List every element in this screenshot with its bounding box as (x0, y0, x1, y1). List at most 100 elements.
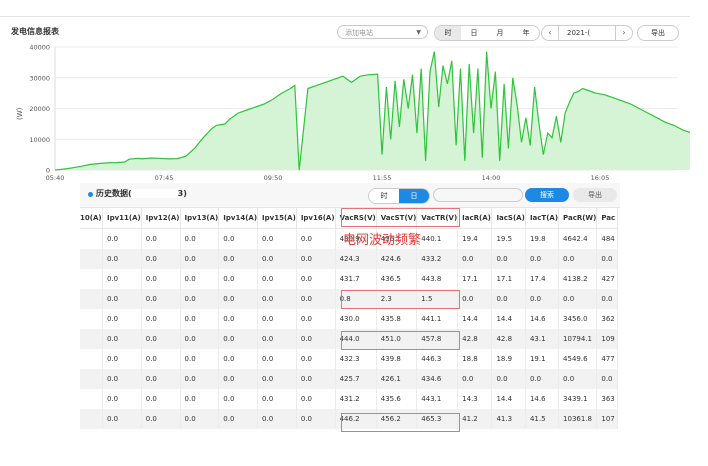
table-row[interactable]: 0.0 0.0 0.0 0.0 0.0 0.0 431.7 436.5 443.8 17.1 17.… (80, 269, 620, 289)
table-cell: 0.0 (102, 369, 142, 389)
table-cell: 0.0 (180, 309, 220, 329)
table-row[interactable]: 0.0 0.0 0.0 0.0 0.0 0.0 424.3 424.6 433.2 0.0 0.0 0… (80, 249, 620, 269)
table-cell: 0.0 (141, 269, 181, 289)
export-history-button[interactable]: 导出 (573, 188, 617, 202)
table-cell: 425.7 (335, 369, 377, 389)
period-toggle-group: 时 日 月 年 (434, 25, 540, 41)
x-tick-label: 11:55 (373, 174, 392, 182)
column-header: VacRS(V) (335, 208, 377, 229)
table-cell: 1.5 (416, 289, 459, 309)
table-cell: 0.0 (102, 329, 142, 349)
date-input[interactable]: 2021-( (558, 26, 616, 40)
table-cell: 431.7 (335, 269, 377, 289)
table-cell: 0.0 (180, 349, 220, 369)
table-cell: 0.0 (141, 349, 181, 369)
redacted-block (131, 189, 178, 198)
panel-divider (0, 16, 690, 17)
power-area-chart: (W) 40000 30000 20000 10000 0 05:40 07:45 09:5… (16, 44, 690, 182)
table-cell: 0.0 (457, 249, 493, 269)
table-row[interactable]: 0.0 0.0 0.0 0.0 0.0 0.0 0.8 2.3 1.5 0.0 0.0 0.0 0.0 0… (80, 289, 620, 309)
period-day-button[interactable]: 日 (470, 29, 478, 37)
table-cell: 0.0 (558, 249, 598, 269)
export-report-button[interactable]: 导出 (637, 25, 679, 41)
grid-fluctuation-annotation: 电网波动频繁 (343, 233, 422, 248)
table-cell: 0.0 (257, 289, 297, 309)
table-row[interactable]: 0.0 0.0 0.0 0.0 0.0 0.0 425.7 426.1 434.6 0.0 0.0 0… (80, 369, 620, 389)
y-tick-label: 10000 (29, 136, 50, 144)
table-row[interactable]: 0.0 0.0 0.0 0.0 0.0 0.0 430.9 436.1 440.1 19.4 19.… (80, 228, 620, 249)
history-search-input[interactable] (433, 188, 523, 202)
table-cell: 435.8 (376, 309, 418, 329)
table-row[interactable]: 0.0 0.0 0.0 0.0 0.0 0.0 430.0 435.8 441.1 14.4 14.… (80, 309, 620, 329)
search-button[interactable]: 搜索 (525, 188, 569, 202)
period-month-button[interactable]: 月 (496, 29, 504, 37)
table-cell: 3456.0 (558, 309, 598, 329)
x-tick-label: 05:40 (46, 174, 65, 182)
table-cell: 456.2 (376, 409, 418, 429)
chevron-right-icon[interactable]: › (622, 28, 626, 37)
x-tick-label: 09:50 (264, 174, 283, 182)
table-row[interactable]: 0.0 0.0 0.0 0.0 0.0 0.0 444.0 451.0 457.8 42.8 42.… (80, 329, 620, 349)
table-cell: 0.0 (457, 369, 493, 389)
table-cell: 0.0 (180, 269, 220, 289)
table-row[interactable]: 0.0 0.0 0.0 0.0 0.0 0.0 446.2 456.2 465.3 41.2 41.… (80, 409, 620, 429)
column-header: IacS(A) (491, 208, 526, 229)
table-cell: 0.0 (257, 309, 297, 329)
table-cell: 0.0 (218, 228, 259, 249)
table-cell: 0.0 (141, 309, 181, 329)
table-cell: 0.0 (296, 389, 336, 409)
column-header: Ipv12(A) (141, 208, 181, 229)
column-header: Ipv14(A) (218, 208, 259, 229)
table-cell: 432.3 (335, 349, 377, 369)
table-cell (80, 329, 103, 349)
column-header: VacTR(V) (416, 208, 459, 229)
table-cell: 435.6 (376, 389, 418, 409)
table-cell (80, 349, 103, 369)
table-cell: 18.8 (457, 349, 493, 369)
table-row[interactable]: 0.0 0.0 0.0 0.0 0.0 0.0 431.2 435.6 443.1 14.3 14.… (80, 389, 620, 409)
table-cell: 433.2 (416, 249, 459, 269)
table-cell (80, 289, 103, 309)
x-tick-label: 07:45 (155, 174, 174, 182)
y-axis-ticks: 40000 30000 20000 10000 0 (29, 44, 50, 175)
table-cell: 0.0 (596, 289, 618, 309)
panel-title: 发电信息报表 (11, 27, 59, 36)
column-header: Ipv11(A) (102, 208, 142, 229)
table-cell: 0.0 (296, 369, 336, 389)
table-cell: 0.0 (525, 289, 560, 309)
column-header: Pac (596, 208, 618, 229)
x-axis-ticks: 05:40 07:45 09:50 11:55 14:00 16:05 (46, 174, 610, 182)
table-cell: 427 (596, 269, 618, 289)
table-row[interactable]: 0.0 0.0 0.0 0.0 0.0 0.0 432.3 439.8 446.3 18.8 18.… (80, 349, 620, 369)
table-cell: 0.0 (141, 228, 181, 249)
table-cell: 41.5 (525, 409, 560, 429)
station-select[interactable]: 添加电站 ▼ (337, 25, 428, 39)
table-cell: 451.0 (376, 329, 418, 349)
history-title-suffix: 3) (177, 189, 187, 198)
table-cell: 0.0 (218, 289, 259, 309)
power-area-fill (55, 51, 690, 170)
table-cell: 0.0 (180, 409, 220, 429)
y-axis-label: (W) (16, 107, 24, 120)
table-cell: 19.5 (491, 228, 526, 249)
table-cell: 0.0 (218, 409, 259, 429)
table-cell: 0.0 (141, 409, 181, 429)
history-day-tab[interactable]: 日 (399, 189, 429, 203)
period-year-button[interactable]: 年 (522, 29, 530, 37)
table-cell: 3439.1 (558, 389, 598, 409)
table-cell (80, 369, 103, 389)
table-cell: 430.0 (335, 309, 377, 329)
period-hour-button[interactable]: 时 (435, 26, 461, 40)
table-cell: 0.0 (257, 349, 297, 369)
column-header: Ipv16(A) (296, 208, 336, 229)
table-cell: 0.0 (558, 289, 598, 309)
table-cell: 0.0 (218, 309, 259, 329)
table-cell: 0.0 (102, 289, 142, 309)
table-cell: 0.0 (296, 228, 336, 249)
history-hour-tab[interactable]: 时 (369, 189, 399, 203)
table-cell: 0.0 (102, 389, 142, 409)
column-header: Ipv13(A) (180, 208, 220, 229)
column-header: 10(A) (80, 208, 103, 229)
power-series-line (54, 51, 690, 171)
chevron-left-icon[interactable]: ‹ (548, 28, 552, 37)
